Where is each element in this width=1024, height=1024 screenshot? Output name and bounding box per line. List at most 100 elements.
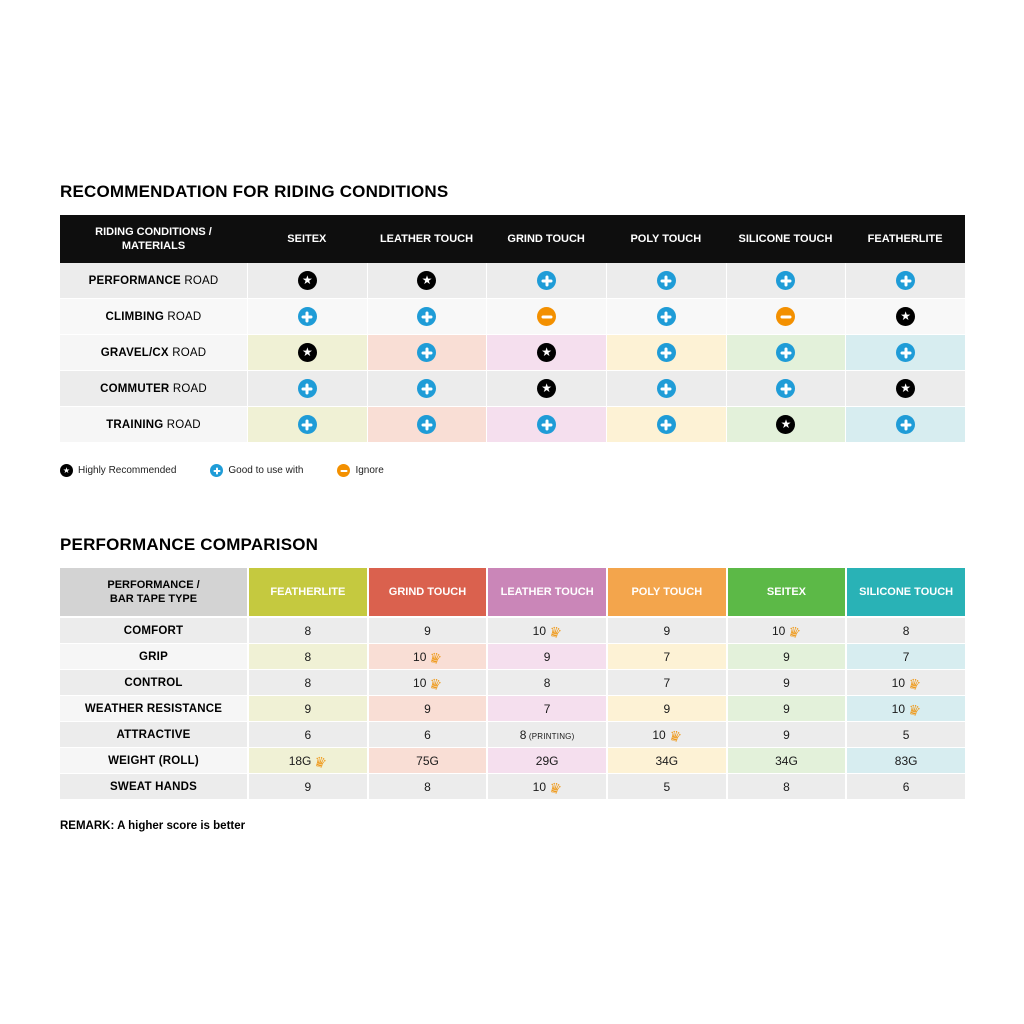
score-cell: 8 (725, 774, 846, 800)
material-column-header: GRIND TOUCH (486, 215, 606, 263)
score-cell: 5 (605, 774, 726, 800)
rating-cell (725, 335, 846, 371)
crown-icon: ♛ (427, 648, 444, 667)
rating-cell: ★ (725, 407, 846, 443)
performance-row: COMFORT 8 9 10♛ 9 10♛ 8 (60, 618, 965, 644)
star-icon: ★ (417, 271, 437, 290)
rating-cell (366, 335, 487, 371)
score-cell: 9 (605, 696, 726, 722)
performance-metric-label: WEATHER RESISTANCE (60, 696, 247, 722)
score-value: 9 (783, 675, 790, 690)
rating-cell (845, 407, 965, 443)
legend-item: Good to use with (210, 464, 303, 477)
score-cell: 83G (845, 748, 965, 774)
score-value: 34G (775, 753, 798, 768)
score-cell: 9 (725, 644, 846, 670)
riding-condition-label: GRAVEL/CX ROAD (60, 335, 247, 371)
bar-tape-column-header: POLY TOUCH (605, 568, 726, 618)
material-column-header: FEATHERLITE (845, 215, 965, 263)
plus-icon (537, 271, 557, 290)
plus-icon (417, 307, 437, 326)
remark-note: REMARK: A higher score is better (60, 820, 246, 832)
score-cell: 7 (605, 670, 726, 696)
score-value: 29G (535, 753, 559, 768)
plus-icon (297, 307, 317, 326)
legend-label: Good to use with (228, 465, 304, 476)
crown-icon: ♛ (786, 622, 803, 641)
performance-metric-label: SWEAT HANDS (60, 774, 247, 800)
performance-row: WEATHER RESISTANCE 9 9 7 9 9 10♛ (60, 696, 965, 722)
crown-icon: ♛ (666, 726, 684, 745)
performance-row: SWEAT HANDS 9 8 10♛ 5 8 6 (60, 774, 965, 800)
score-cell: 9 (486, 644, 606, 670)
score-cell: 7 (605, 644, 726, 670)
minus-icon (537, 307, 557, 326)
rating-cell (366, 299, 487, 335)
score-cell: 10♛ (725, 618, 846, 644)
rating-cell: ★ (845, 371, 965, 407)
score-cell: 10♛ (366, 670, 487, 696)
star-icon: ★ (776, 415, 796, 434)
label-regular-part: ROAD (164, 310, 202, 323)
plus-icon (656, 271, 676, 290)
plus-icon (896, 271, 916, 290)
score-value: 7 (663, 675, 671, 690)
score-cell: 18G♛ (247, 748, 367, 774)
rating-cell (366, 407, 487, 443)
rating-cell (605, 335, 726, 371)
score-value: 7 (902, 649, 910, 664)
score-value: 7 (543, 701, 551, 716)
score-value: 5 (902, 727, 910, 742)
plus-icon (417, 343, 437, 362)
bar-tape-infographic: RECOMMENDATION FOR RIDING CONDITIONS RID… (60, 0, 965, 832)
score-value: 10 (891, 675, 906, 690)
performance-table: PERFORMANCE / BAR TAPE TYPE FEATHERLITE G… (60, 568, 965, 800)
score-cell: 10♛ (605, 722, 726, 748)
material-column-header: POLY TOUCH (605, 215, 726, 263)
score-cell: 5 (845, 722, 965, 748)
riding-condition-label: CLIMBING ROAD (60, 299, 247, 335)
label-regular-part: ROAD (163, 418, 201, 431)
score-value: 9 (304, 701, 312, 716)
rating-cell (247, 299, 367, 335)
label-bold-part: PERFORMANCE (88, 274, 181, 287)
score-value: 7 (663, 649, 671, 664)
rating-cell (725, 299, 846, 335)
score-cell: 10♛ (845, 670, 965, 696)
score-value: 8 (543, 675, 551, 690)
rating-cell (725, 263, 846, 299)
performance-title: PERFORMANCE COMPARISON (60, 535, 319, 554)
minus-icon (776, 307, 796, 326)
riding-condition-label: PERFORMANCE ROAD (60, 263, 247, 299)
crown-icon: ♛ (906, 674, 923, 693)
riding-condition-row: CLIMBING ROAD ★ (60, 299, 965, 335)
performance-row: CONTROL 8 10♛ 8 7 9 10♛ (60, 670, 965, 696)
crown-icon: ♛ (906, 700, 923, 719)
performance-row: GRIP 8 10♛ 9 7 9 7 (60, 644, 965, 670)
score-value: 9 (783, 727, 790, 742)
rating-cell (486, 407, 606, 443)
star-icon: ★ (896, 379, 916, 398)
rating-cell: ★ (247, 335, 367, 371)
score-cell: 9 (725, 670, 846, 696)
crown-icon: ♛ (547, 622, 564, 641)
performance-header-line1: PERFORMANCE / (107, 579, 200, 591)
bar-tape-column-header: FEATHERLITE (247, 568, 367, 618)
performance-metric-label: WEIGHT (ROLL) (60, 748, 247, 774)
material-column-header: SEITEX (247, 215, 367, 263)
score-cell: 7 (486, 696, 606, 722)
riding-condition-row: GRAVEL/CX ROAD ★ ★ (60, 335, 965, 371)
minus-icon (337, 464, 351, 477)
rating-cell: ★ (845, 299, 965, 335)
rating-cell (247, 371, 367, 407)
plus-icon (656, 415, 676, 434)
riding-conditions-header-row: RIDING CONDITIONS / MATERIALS SEITEX LEAT… (60, 215, 965, 263)
material-column-header: LEATHER TOUCH (366, 215, 487, 263)
rating-cell: ★ (486, 335, 606, 371)
performance-metric-label: GRIP (60, 644, 247, 670)
rating-cell (605, 263, 726, 299)
rating-cell (605, 371, 726, 407)
plus-icon (417, 415, 437, 434)
star-icon: ★ (537, 379, 557, 398)
legend-item: ★ Highly Recommended (60, 464, 176, 477)
